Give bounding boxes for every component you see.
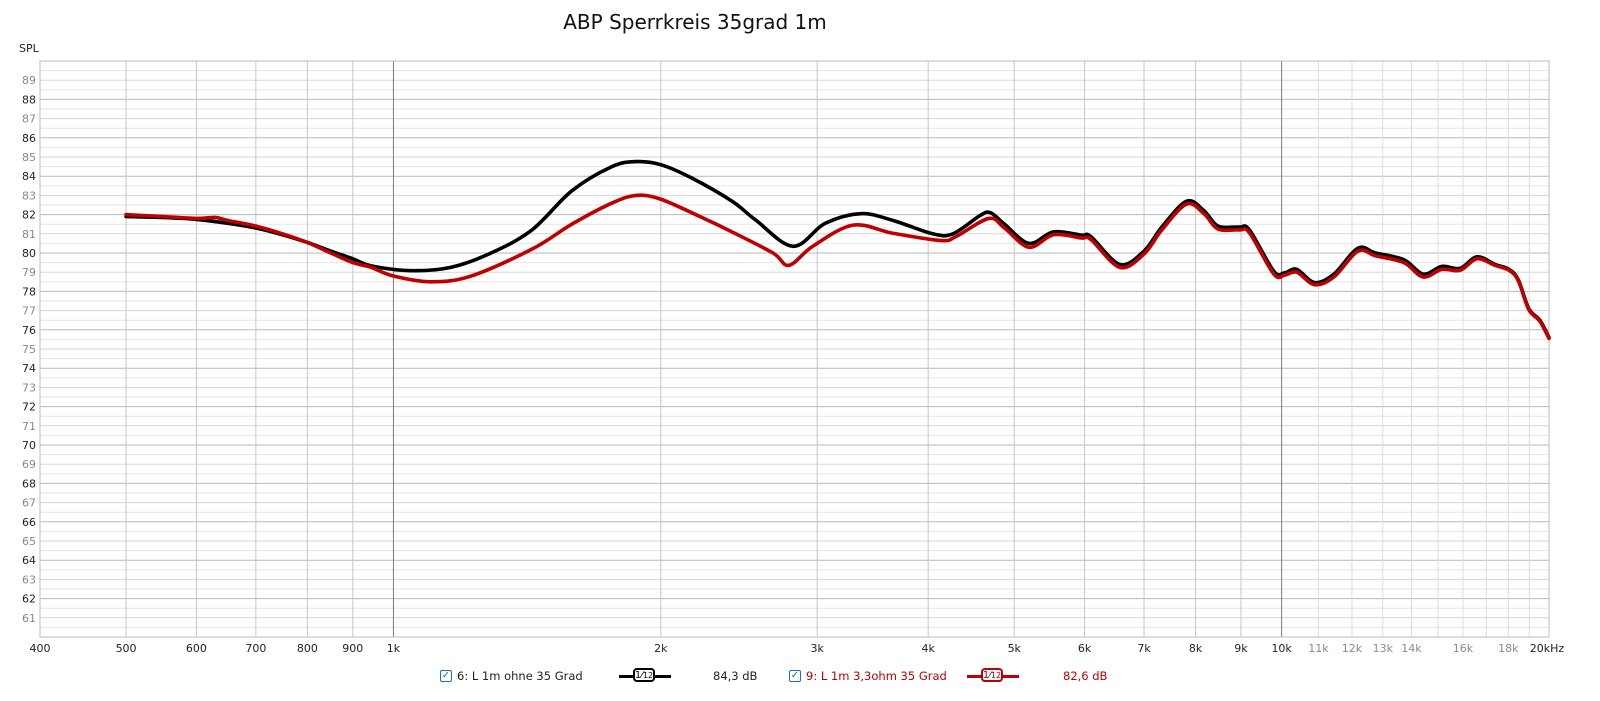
x-tick-label: 8k	[1189, 642, 1203, 655]
smoothing-badge: 1 ⁄ 12	[633, 668, 655, 682]
y-tick-label: 74	[22, 362, 36, 375]
y-tick-label: 71	[22, 420, 36, 433]
x-tick-label: 20kHz	[1530, 642, 1565, 655]
smoothing-numerator: 1	[982, 669, 990, 681]
x-tick-label: 4k	[921, 642, 935, 655]
y-tick-label: 89	[22, 74, 36, 87]
y-tick-label: 72	[22, 401, 36, 414]
curves[interactable]	[124, 159, 1551, 341]
y-tick-label: 87	[22, 113, 36, 126]
y-tick-label: 66	[22, 516, 36, 529]
plot-border	[39, 60, 1550, 638]
series-1-label: 6: L 1m ohne 35 Grad	[457, 669, 583, 683]
y-tick-label: 81	[22, 228, 36, 241]
x-tick-label: 2k	[654, 642, 668, 655]
y-tick-label: 85	[22, 151, 36, 164]
y-tick-label: 64	[22, 554, 36, 567]
y-tick-label: 86	[22, 132, 36, 145]
y-tick-label: 69	[22, 458, 36, 471]
x-tick-label: 13k	[1373, 642, 1394, 655]
series-1-smoothing-button[interactable]: 1 ⁄ 12	[619, 668, 671, 684]
x-tick-label: 16k	[1453, 642, 1474, 655]
x-tick-label: 1k	[387, 642, 401, 655]
x-tick-label: 800	[297, 642, 318, 655]
x-tick-label: 700	[245, 642, 266, 655]
smoothing-badge: 1 ⁄ 12	[981, 668, 1003, 682]
x-tick-label: 5k	[1008, 642, 1022, 655]
y-tick-label: 80	[22, 247, 36, 260]
y-tick-label: 70	[22, 439, 36, 452]
y-tick-label: 82	[22, 209, 36, 222]
y-tick-label: 63	[22, 573, 36, 586]
y-tick-label: 62	[22, 593, 36, 606]
y-tick-label: 78	[22, 285, 36, 298]
y-tick-label: 76	[22, 324, 36, 337]
series-2-value-text: 82,6 dB	[1063, 669, 1108, 683]
y-tick-labels: 61 62 63 64 65 66 67 68 69 70 71 72 73 74 75 76 77 78 79 80…	[22, 74, 36, 625]
series-1-checkbox[interactable]: ✓	[440, 670, 452, 682]
y-tick-label: 79	[22, 266, 36, 279]
x-tick-label: 10k	[1271, 642, 1292, 655]
x-tick-label: 500	[116, 642, 137, 655]
x-tick-label: 3k	[811, 642, 825, 655]
x-tick-label: 6k	[1078, 642, 1092, 655]
x-tick-label: 11k	[1308, 642, 1329, 655]
series-1-value: 84,3 dB	[713, 667, 757, 685]
series-1-value-text: 84,3 dB	[713, 669, 758, 683]
series-line-1[interactable]	[124, 159, 1551, 340]
chart-title: ABP Sperrkreis 35grad 1m	[563, 10, 827, 34]
x-tick-label: 7k	[1137, 642, 1151, 655]
smoothing-denominator: 12	[642, 670, 654, 680]
series-2-label: 9: L 1m 3,3ohm 35 Grad	[806, 669, 947, 683]
x-tick-label: 18k	[1498, 642, 1519, 655]
x-tick-label: 12k	[1342, 642, 1363, 655]
y-axis-label: SPL	[19, 42, 40, 55]
x-tick-label: 900	[342, 642, 363, 655]
series-2-checkbox[interactable]: ✓	[789, 670, 801, 682]
series-line-2[interactable]	[124, 193, 1551, 341]
smoothing-denominator: 12	[990, 670, 1002, 680]
smoothing-numerator: 1	[634, 669, 642, 681]
y-tick-label: 83	[22, 189, 36, 202]
y-tick-label: 67	[22, 497, 36, 510]
series-2-smoothing-button[interactable]: 1 ⁄ 12	[967, 668, 1019, 684]
x-tick-labels: 400 500 600 700 800 900 1k 2k 3k 4k 5k 6k 7k 8k 9k 10k 1…	[30, 642, 1565, 655]
x-tick-label: 9k	[1234, 642, 1248, 655]
y-tick-label: 65	[22, 535, 36, 548]
x-tick-label: 600	[186, 642, 207, 655]
y-tick-label: 61	[22, 612, 36, 625]
series-2-value: 82,6 dB	[1063, 667, 1107, 685]
legend-item-1[interactable]: ✓ 6: L 1m ohne 35 Grad	[440, 667, 583, 685]
x-tick-label: 14k	[1401, 642, 1422, 655]
y-tick-label: 88	[22, 93, 36, 106]
grid	[39, 60, 1550, 638]
y-tick-label: 75	[22, 343, 36, 356]
y-tick-label: 84	[22, 170, 36, 183]
y-tick-label: 73	[22, 381, 36, 394]
y-tick-label: 77	[22, 305, 36, 318]
y-tick-label: 68	[22, 477, 36, 490]
legend-item-2[interactable]: ✓ 9: L 1m 3,3ohm 35 Grad	[789, 667, 947, 685]
x-tick-label: 400	[30, 642, 51, 655]
